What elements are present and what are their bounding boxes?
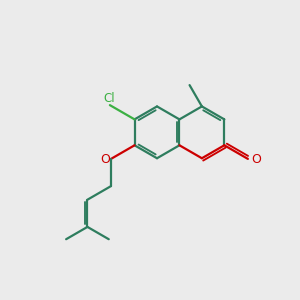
Text: Cl: Cl (104, 92, 116, 104)
Text: O: O (251, 153, 261, 166)
Text: O: O (100, 153, 110, 166)
